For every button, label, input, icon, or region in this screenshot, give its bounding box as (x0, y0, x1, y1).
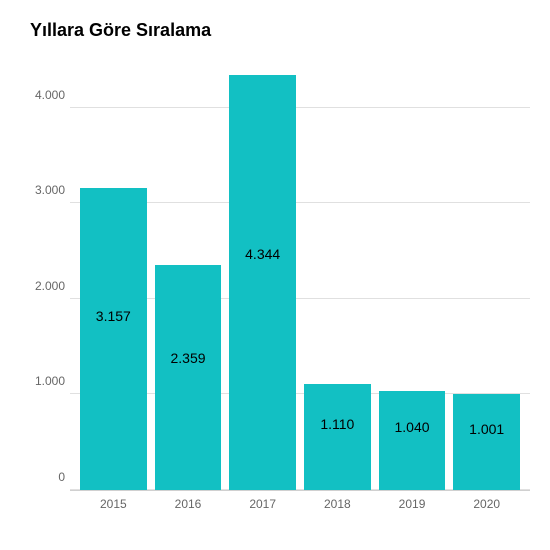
bar-col: 3.157 (76, 61, 151, 490)
xtick-2016: 2016 (151, 491, 226, 521)
plot-area: 3.157 2.359 4.344 1.110 1.040 (70, 61, 530, 491)
bar-label: 1.001 (469, 421, 504, 437)
bar-label: 2.359 (170, 350, 205, 366)
ytick-1: 1.000 (20, 374, 65, 388)
x-axis: 2015 2016 2017 2018 2019 2020 (70, 491, 530, 521)
bar-col: 1.001 (449, 61, 524, 490)
bar-label: 1.040 (394, 419, 429, 435)
bar-2015: 3.157 (80, 188, 147, 490)
bar-col: 1.040 (375, 61, 450, 490)
bar-2020: 1.001 (453, 394, 520, 490)
xtick-2015: 2015 (76, 491, 151, 521)
bar-label: 1.110 (320, 416, 354, 432)
xtick-2020: 2020 (449, 491, 524, 521)
chart-title: Yıllara Göre Sıralama (30, 20, 530, 41)
bar-2018: 1.110 (304, 384, 371, 490)
xtick-2018: 2018 (300, 491, 375, 521)
ytick-2: 2.000 (20, 279, 65, 293)
chart: 0 1.000 2.000 3.000 4.000 3.157 2.359 4.… (20, 61, 530, 521)
ytick-3: 3.000 (20, 183, 65, 197)
ytick-0: 0 (20, 470, 65, 484)
ytick-4: 4.000 (20, 88, 65, 102)
bar-col: 1.110 (300, 61, 375, 490)
xtick-2017: 2017 (225, 491, 300, 521)
bar-label: 3.157 (96, 308, 131, 324)
bar-2019: 1.040 (379, 391, 446, 490)
bars: 3.157 2.359 4.344 1.110 1.040 (70, 61, 530, 490)
bar-label: 4.344 (245, 246, 280, 262)
bar-2016: 2.359 (155, 265, 222, 490)
xtick-2019: 2019 (375, 491, 450, 521)
bar-col: 2.359 (151, 61, 226, 490)
bar-2017: 4.344 (229, 75, 296, 490)
bar-col: 4.344 (225, 61, 300, 490)
